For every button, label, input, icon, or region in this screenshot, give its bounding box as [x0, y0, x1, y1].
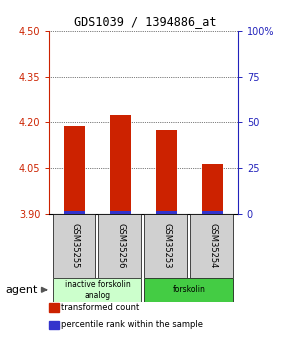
Text: GSM35256: GSM35256 — [116, 223, 125, 268]
Bar — [64, 211, 85, 214]
Bar — [99, 214, 141, 278]
Text: inactive forskolin
analog: inactive forskolin analog — [65, 280, 130, 299]
Text: GSM35253: GSM35253 — [162, 223, 171, 268]
Text: agent: agent — [6, 285, 38, 295]
Bar — [52, 278, 141, 302]
Bar — [202, 164, 223, 211]
Bar — [144, 214, 187, 278]
Bar — [144, 278, 233, 302]
Text: GSM35255: GSM35255 — [70, 223, 79, 268]
Text: GSM35254: GSM35254 — [208, 223, 217, 268]
Bar — [64, 126, 85, 211]
Text: GDS1039 / 1394886_at: GDS1039 / 1394886_at — [74, 16, 216, 29]
Bar — [202, 211, 223, 214]
Text: transformed count: transformed count — [61, 303, 140, 312]
Bar — [110, 115, 131, 211]
Bar — [191, 214, 233, 278]
Bar — [52, 214, 95, 278]
Bar — [156, 211, 177, 214]
Text: percentile rank within the sample: percentile rank within the sample — [61, 321, 204, 329]
Bar — [156, 130, 177, 211]
Text: forskolin: forskolin — [173, 285, 206, 294]
Bar — [110, 211, 131, 214]
